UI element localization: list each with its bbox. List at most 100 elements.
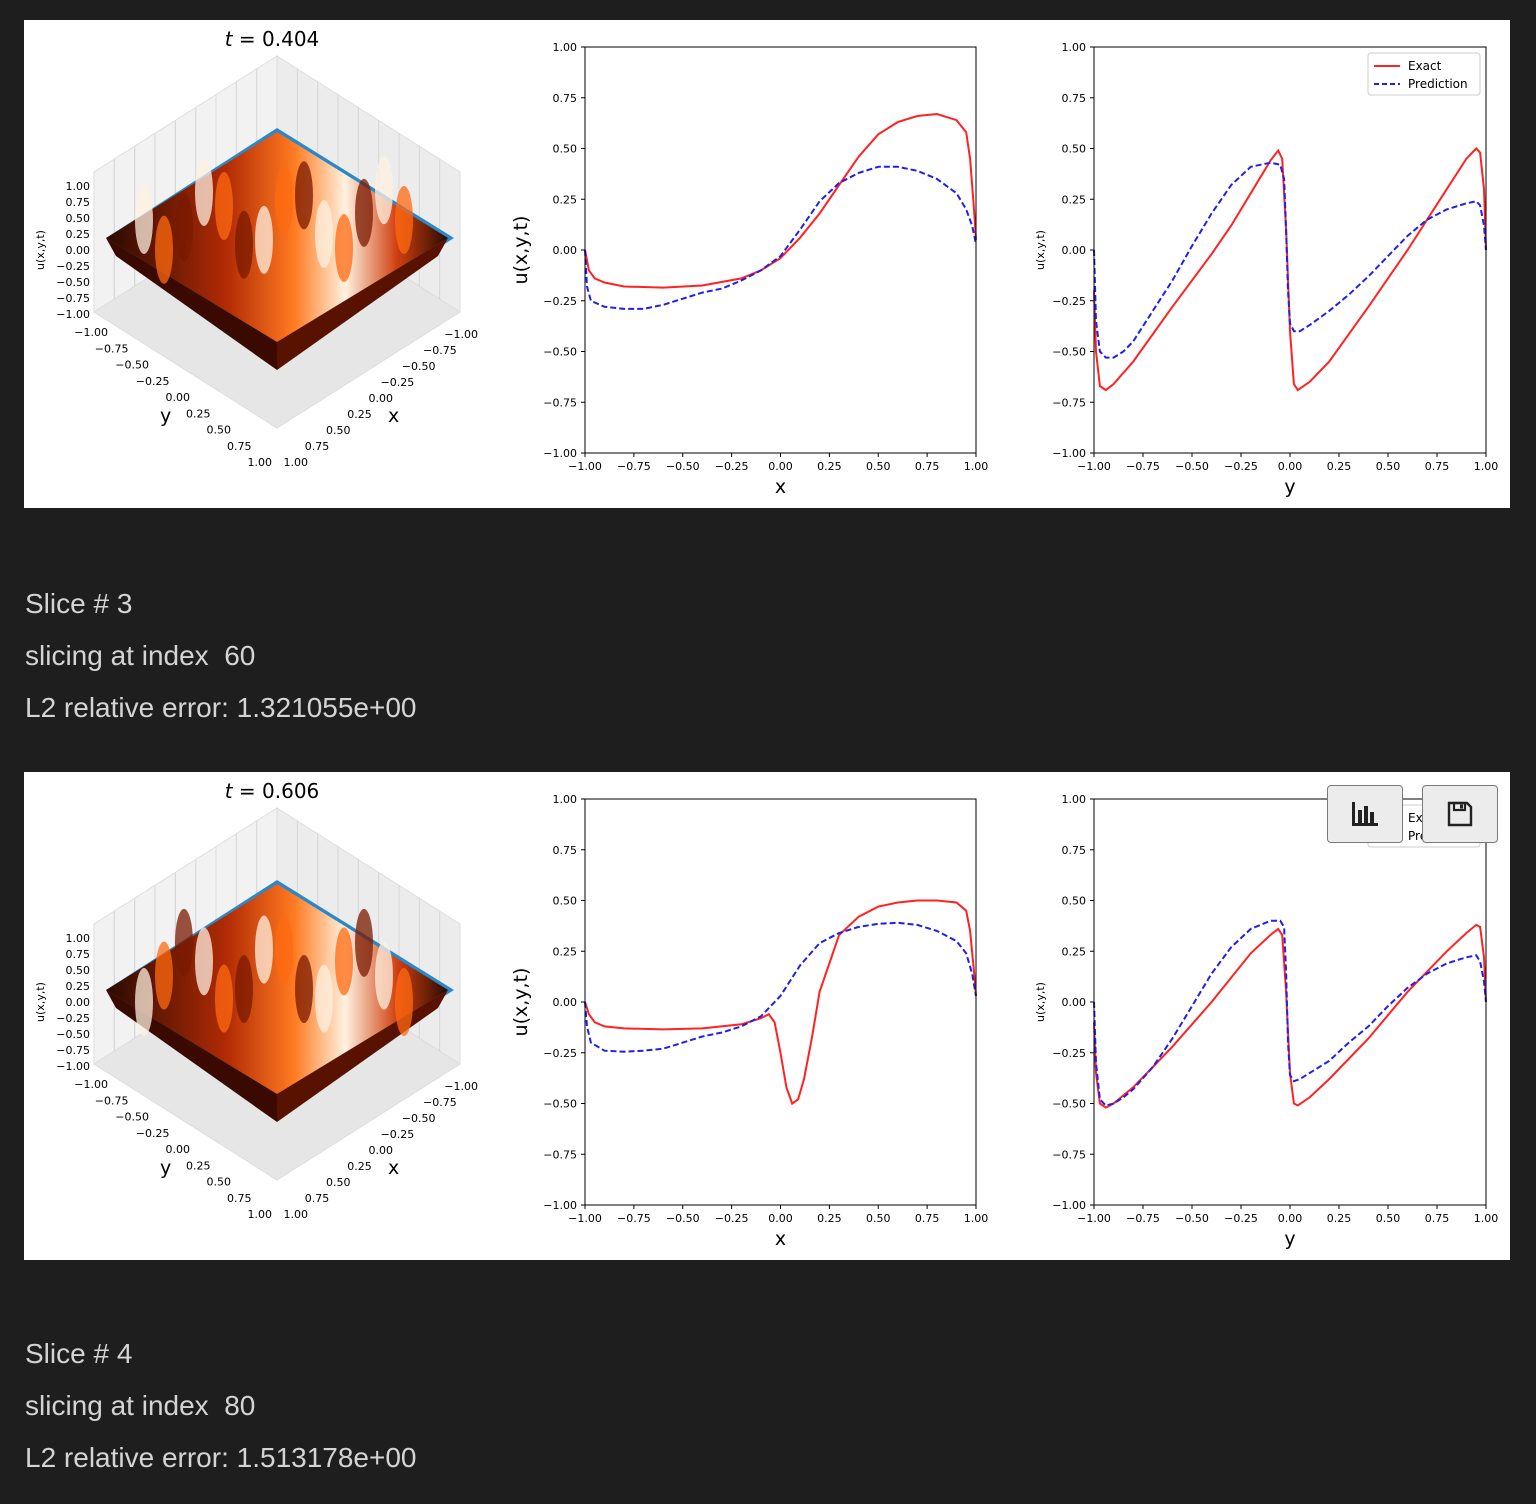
x-tick-label: −0.25 bbox=[715, 460, 749, 473]
y-tick-label-3d: −1.00 bbox=[74, 1078, 108, 1091]
x-tick-label-3d: 0.25 bbox=[347, 408, 372, 421]
surface-ridge bbox=[275, 166, 293, 235]
y-tick-label: 0.50 bbox=[1062, 143, 1087, 156]
x-tick-label: −0.75 bbox=[617, 1212, 651, 1225]
cell-stdout: Slice # 3 slicing at index 60 L2 relativ… bbox=[25, 578, 417, 734]
x-tick-label: 0.75 bbox=[915, 460, 940, 473]
z-tick-label: 0.25 bbox=[66, 980, 91, 993]
x-axis-label: x bbox=[775, 1228, 786, 1250]
y-tick-label: −1.00 bbox=[1052, 1199, 1086, 1212]
exact-line bbox=[584, 899, 977, 1106]
x-tick-label: 0.75 bbox=[1425, 460, 1450, 473]
z-axis-label: u(x,y,t) bbox=[34, 982, 47, 1022]
line-plot: −1.00 −0.75 −0.50 −0.25 0.00 0.25 0.50 0.75 1.00… bbox=[510, 41, 988, 498]
surface-ridge bbox=[275, 915, 293, 984]
x-tick-label: −0.75 bbox=[617, 460, 651, 473]
z-tick-label: −1.00 bbox=[56, 308, 90, 321]
z-tick-label: 0.75 bbox=[66, 196, 91, 209]
x-tick-label: 1.00 bbox=[964, 460, 989, 473]
y-tick-label: −0.25 bbox=[543, 295, 577, 308]
y-tick-label: 0.25 bbox=[553, 193, 578, 206]
x-tick-label-3d: −0.75 bbox=[423, 1096, 457, 1109]
y-tick-label: −0.25 bbox=[1052, 295, 1086, 308]
y-tick-label-3d: −0.25 bbox=[136, 1127, 170, 1140]
surface-ridge bbox=[255, 205, 273, 274]
x-tick-label-3d: 0.00 bbox=[369, 392, 394, 405]
y-tick-label: 0.50 bbox=[1062, 895, 1087, 908]
x-axis-label-3d: x bbox=[388, 1157, 399, 1179]
l2-error: L2 relative error: 1.513178e+00 bbox=[25, 1442, 417, 1473]
z-tick-label: −1.00 bbox=[56, 1060, 90, 1073]
plot-frame bbox=[1093, 46, 1487, 454]
surface-ridge bbox=[315, 964, 333, 1033]
bar-chart-icon bbox=[1352, 802, 1378, 826]
y-tick-label-3d: 0.50 bbox=[207, 424, 232, 437]
z-tick-label: 0.50 bbox=[66, 964, 91, 977]
x-tick-label: 1.00 bbox=[1474, 1212, 1499, 1225]
z-tick-label: −0.25 bbox=[56, 260, 90, 273]
x-tick-label: 0.50 bbox=[1376, 1212, 1401, 1225]
x-tick-label-3d: 0.75 bbox=[305, 440, 330, 453]
x-tick-label-3d: 0.00 bbox=[369, 1144, 394, 1157]
x-tick-label: 0.25 bbox=[817, 460, 842, 473]
plot-title: t = 0.606 bbox=[225, 779, 320, 803]
y-tick-label-3d: −0.50 bbox=[115, 359, 149, 372]
y-tick-label-3d: 0.25 bbox=[186, 407, 211, 420]
y-tick-label: 0.00 bbox=[553, 996, 578, 1009]
slice-index: slicing at index 60 bbox=[25, 640, 256, 671]
y-tick-label: −0.25 bbox=[1052, 1047, 1086, 1060]
z-tick-label: −0.50 bbox=[56, 276, 90, 289]
chart-toggle-button[interactable] bbox=[1327, 785, 1403, 843]
y-tick-label: 0.25 bbox=[553, 945, 578, 958]
x-tick-label-3d: 0.75 bbox=[305, 1192, 330, 1205]
floppy-disk-icon bbox=[1447, 801, 1473, 827]
x-tick-label: 0.50 bbox=[1376, 460, 1401, 473]
y-tick-label: −0.50 bbox=[543, 1098, 577, 1111]
y-tick-label: 0.00 bbox=[1062, 996, 1087, 1009]
legend-label: Exact bbox=[1408, 59, 1442, 73]
y-tick-label: −0.75 bbox=[543, 1148, 577, 1161]
surface-ridge bbox=[155, 941, 173, 1010]
surface-ridge bbox=[355, 178, 373, 247]
save-figure-button[interactable] bbox=[1422, 785, 1498, 843]
surface-ridge bbox=[315, 199, 333, 268]
plot-frame bbox=[584, 798, 977, 1206]
line-plot: −1.00 −0.75 −0.50 −0.25 0.00 0.25 0.50 0.75 1.00… bbox=[1034, 41, 1498, 498]
surface-ridge bbox=[295, 955, 313, 1024]
surface-front-left bbox=[106, 238, 277, 370]
y-axis-label-3d: y bbox=[160, 405, 171, 427]
surface-body bbox=[106, 884, 448, 1094]
y-tick-label: 1.00 bbox=[1062, 793, 1087, 806]
z-tick-label: 1.00 bbox=[66, 180, 91, 193]
x-tick-label-3d: −0.75 bbox=[423, 344, 457, 357]
z-tick-label: 0.25 bbox=[66, 228, 91, 241]
surface-plot-3d: t = 0.606 1.00 0.75 0.50 0.25 0.00 −0.25 −0.50 −… bbox=[34, 779, 478, 1221]
surface-ridge bbox=[195, 927, 213, 996]
x-axis-label: y bbox=[1284, 476, 1295, 498]
x-tick-label: 0.00 bbox=[768, 1212, 793, 1225]
plot-frame bbox=[584, 46, 977, 454]
figure-canvas: t = 0.606 1.00 0.75 0.50 0.25 0.00 −0.25 −0.50 −… bbox=[34, 779, 1499, 1250]
z-tick-label: −0.75 bbox=[56, 292, 90, 305]
surface-ridge bbox=[215, 172, 233, 241]
x-tick-label: 1.00 bbox=[1474, 460, 1499, 473]
x-tick-label-3d: −1.00 bbox=[444, 1080, 478, 1093]
y-tick-label: 0.75 bbox=[553, 844, 578, 857]
z-tick-label: 0.75 bbox=[66, 948, 91, 961]
surface-ridge bbox=[335, 214, 353, 283]
y-tick-label: 1.00 bbox=[553, 793, 578, 806]
x-tick-label: −0.25 bbox=[715, 1212, 749, 1225]
y-axis-label: u(x,y,t) bbox=[510, 968, 532, 1037]
x-tick-label-3d: 1.00 bbox=[284, 456, 309, 469]
x-tick-label: −0.75 bbox=[1126, 1212, 1160, 1225]
slice-number: Slice # 3 bbox=[25, 588, 133, 619]
surface-ridge bbox=[235, 210, 253, 279]
x-tick-label: 0.75 bbox=[1425, 1212, 1450, 1225]
y-tick-label-3d: 1.00 bbox=[248, 1208, 273, 1221]
surface-ridge bbox=[375, 941, 393, 1010]
x-tick-label: −1.00 bbox=[568, 1212, 602, 1225]
y-tick-label: −1.00 bbox=[543, 447, 577, 460]
x-tick-label: 0.25 bbox=[1327, 460, 1352, 473]
surface-ridge bbox=[355, 908, 373, 977]
prediction-line bbox=[1093, 161, 1487, 359]
